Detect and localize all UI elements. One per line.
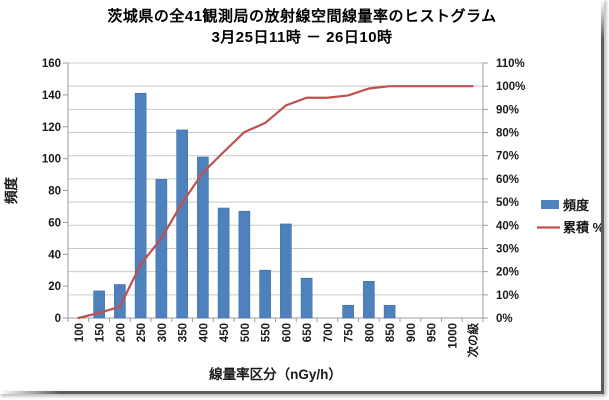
right-axis-label: 30% xyxy=(496,243,519,255)
left-axis-label: 40 xyxy=(48,249,61,261)
chart-title-line2: 3月25日11時 － 26日10時 xyxy=(211,29,393,46)
x-axis-label: 700 xyxy=(323,323,335,342)
frequency-bar xyxy=(197,156,209,319)
right-axis-label: 70% xyxy=(496,151,519,163)
frequency-bar xyxy=(300,277,313,319)
frequency-bar xyxy=(238,210,251,319)
x-axis-label: 900 xyxy=(406,323,418,342)
x-axis-label: 450 xyxy=(219,323,231,342)
frequency-bar xyxy=(342,304,354,319)
right-axis-label: 0% xyxy=(496,313,513,325)
legend-label-cumulative: 累積 % xyxy=(563,220,605,235)
right-axis-label: 40% xyxy=(496,220,519,232)
left-axis-label: 120 xyxy=(42,122,61,134)
frequency-bar xyxy=(93,290,105,319)
right-axis-label: 60% xyxy=(496,174,519,186)
x-axis-label: 500 xyxy=(240,323,252,342)
y-axis-title: 頻度 xyxy=(3,177,19,204)
legend-swatch-frequency xyxy=(541,200,559,209)
right-axis-label: 100% xyxy=(496,81,525,93)
x-axis-label: 750 xyxy=(344,323,356,342)
right-axis-label: 10% xyxy=(496,290,519,302)
frequency-bar xyxy=(155,179,168,319)
frequency-bar xyxy=(383,304,396,319)
x-axis-label: 150 xyxy=(95,323,107,342)
x-axis-label: 1000 xyxy=(447,323,459,349)
right-axis-label: 20% xyxy=(496,267,519,279)
chart-title: 茨城県の全41観測局の放射線空間線量率のヒストグラム 3月25日11時 － 26… xyxy=(0,6,604,48)
frequency-bar xyxy=(363,281,375,319)
left-axis-label: 0 xyxy=(55,313,61,325)
x-axis-label: 550 xyxy=(261,323,273,342)
left-axis-label: 140 xyxy=(42,90,61,102)
left-axis-label: 60 xyxy=(48,217,61,229)
right-axis-label: 50% xyxy=(496,197,519,209)
legend-label-frequency: 頻度 xyxy=(563,198,590,213)
frequency-bar xyxy=(134,92,147,319)
x-axis-label: 850 xyxy=(385,323,397,342)
x-axis-label: 350 xyxy=(178,323,190,342)
chart-title-line1: 茨城県の全41観測局の放射線空間線量率のヒストグラム xyxy=(107,8,497,25)
right-axis-label: 80% xyxy=(496,128,519,140)
left-axis-label: 100 xyxy=(42,154,61,166)
frequency-bar xyxy=(114,284,126,319)
x-axis-label: 300 xyxy=(157,323,169,342)
x-axis-label: 200 xyxy=(115,323,127,342)
x-axis-label: 400 xyxy=(198,323,210,342)
frequency-bar xyxy=(176,129,188,319)
x-axis-label: 600 xyxy=(281,323,293,342)
frequency-bar xyxy=(259,269,271,319)
left-axis-label: 80 xyxy=(48,186,61,198)
x-axis-label: 次の級 xyxy=(466,323,480,358)
image-border-right xyxy=(601,0,604,394)
left-axis-label: 20 xyxy=(48,281,61,293)
right-axis-label: 90% xyxy=(496,104,519,116)
x-axis-title: 線量率区分（nGy/h） xyxy=(209,366,342,382)
frequency-bar xyxy=(217,207,230,319)
right-axis-label: 110% xyxy=(496,58,525,70)
left-axis-label: 160 xyxy=(42,58,61,70)
x-axis-label: 100 xyxy=(74,323,86,342)
frequency-bar xyxy=(280,223,292,319)
x-axis-label: 650 xyxy=(302,323,314,342)
x-axis-label: 950 xyxy=(427,323,439,342)
cumulative-line xyxy=(77,85,474,320)
x-axis-label: 250 xyxy=(136,323,148,342)
x-axis-label: 800 xyxy=(364,323,376,342)
image-border-bottom xyxy=(0,391,603,394)
